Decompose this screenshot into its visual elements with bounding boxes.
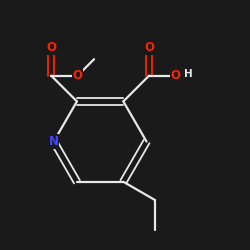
Text: O: O: [171, 69, 181, 82]
Text: N: N: [49, 135, 59, 148]
Text: O: O: [144, 41, 154, 54]
Text: O: O: [46, 41, 56, 54]
Text: O: O: [73, 69, 83, 82]
Text: H: H: [184, 69, 192, 79]
